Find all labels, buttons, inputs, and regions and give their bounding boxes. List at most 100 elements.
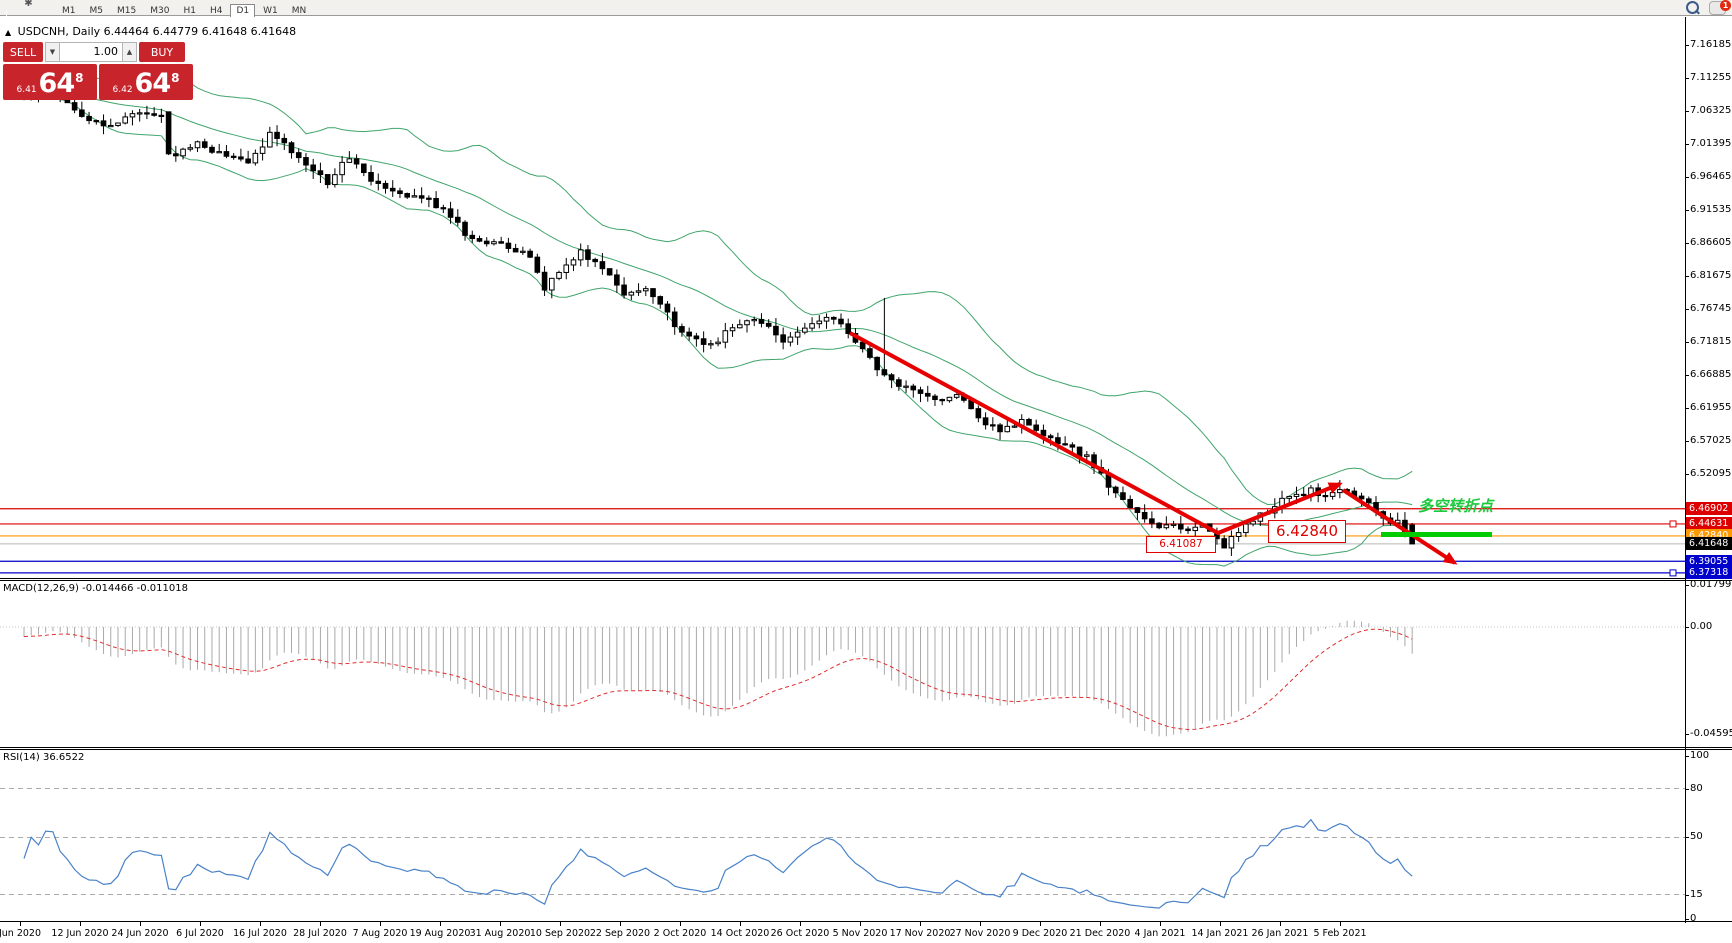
price-annotation-low[interactable]: 6.41087 <box>1146 536 1216 553</box>
symbol-period-label: USDCNH, Daily <box>17 25 101 38</box>
timeframe-m5[interactable]: M5 <box>89 6 104 16</box>
pane-separator[interactable] <box>0 578 1732 581</box>
collapse-triangle-icon[interactable]: ▲ <box>5 28 12 37</box>
timeframe-m1[interactable]: M1 <box>62 6 76 16</box>
volume-increase-button[interactable]: ▲ <box>122 42 137 62</box>
candle-body <box>990 424 996 427</box>
candle-body <box>274 131 280 139</box>
candle-body <box>614 274 620 286</box>
time-axis-label: 26 Oct 2020 <box>770 928 830 939</box>
candle-body <box>455 216 461 223</box>
time-axis-label: 7 Aug 2020 <box>352 928 408 939</box>
price-axis-tick <box>1685 474 1689 475</box>
buy-price-box[interactable]: 6.42 64 8 <box>99 64 193 100</box>
candle-body <box>71 102 78 111</box>
chinese-note-text[interactable]: 多空转折点 <box>1418 497 1494 515</box>
search-icon[interactable] <box>1686 1 1699 14</box>
bollinger-upper-band[interactable] <box>23 75 1413 506</box>
timeframe-m15[interactable]: M15 <box>117 6 137 16</box>
candle-body <box>165 111 172 155</box>
volume-input[interactable]: 1.00 <box>60 42 122 62</box>
candle-body <box>787 336 794 343</box>
buy-button[interactable]: BUY <box>139 42 185 62</box>
candle-body <box>512 247 519 253</box>
candle-body <box>693 335 700 340</box>
price-chart-pane[interactable] <box>0 17 1685 578</box>
candle-body <box>744 320 750 326</box>
bollinger-lower-band[interactable] <box>23 98 1413 567</box>
trade-panel-price-row: 6.41 64 8 6.42 64 8 <box>3 64 195 100</box>
volume-decrease-button[interactable]: ▼ <box>45 42 60 62</box>
timeframe-h4[interactable]: H4 <box>209 6 223 16</box>
bollinger-middle-band[interactable] <box>23 92 1413 526</box>
candle-body <box>180 148 186 157</box>
green-highlight-line[interactable] <box>1381 532 1492 537</box>
candle-body <box>1250 520 1256 525</box>
candle-body <box>1062 443 1068 446</box>
level-price-label: 6.39055 <box>1686 555 1732 568</box>
timeframe-w1[interactable]: W1 <box>263 6 278 16</box>
candle-body <box>1192 526 1199 532</box>
time-axis-tick <box>440 922 441 926</box>
chart-shift-icon[interactable]: ✱ <box>24 0 33 9</box>
rsi-pane[interactable] <box>0 750 1685 921</box>
candle-body <box>1156 522 1162 529</box>
candle-body <box>650 288 656 298</box>
sell-button[interactable]: SELL <box>3 42 43 62</box>
timeframe-d1[interactable]: D1 <box>230 4 256 18</box>
candle-body <box>238 156 244 160</box>
line-handle[interactable] <box>1669 520 1677 528</box>
candle-body <box>780 334 786 343</box>
candle-body <box>1170 523 1177 526</box>
trend-arrow[interactable] <box>849 331 1343 536</box>
timeframe-h1[interactable]: H1 <box>183 6 196 16</box>
candle-body <box>1055 437 1061 445</box>
candle-body <box>1004 425 1011 433</box>
pane-separator[interactable] <box>0 747 1732 750</box>
time-axis-tick <box>800 922 801 926</box>
candle-body <box>903 385 909 388</box>
candle-body <box>628 291 635 296</box>
time-axis-tick <box>620 922 621 926</box>
timeframe-m30[interactable]: M30 <box>150 6 170 16</box>
candle-body <box>1293 493 1300 497</box>
candle-body <box>1149 518 1155 524</box>
level-price-label: 6.37318 <box>1686 566 1732 579</box>
trend-arrow[interactable] <box>1341 488 1458 565</box>
current-price-label: 6.41648 <box>1686 537 1732 550</box>
candle-body <box>194 141 201 149</box>
rsi-axis-tick <box>1685 789 1689 790</box>
time-axis-tick <box>1280 922 1281 926</box>
time-axis-tick <box>980 922 981 926</box>
candle-body <box>491 241 497 245</box>
candle-body <box>245 158 251 164</box>
candle-body <box>939 399 946 402</box>
pane-main-canvas <box>0 75 1685 577</box>
price-axis-label: 6.86605 <box>1690 237 1732 248</box>
notification-bubble-icon[interactable]: 1 <box>1709 0 1731 15</box>
price-axis-label: 6.81675 <box>1690 270 1732 281</box>
candle-body <box>881 369 888 376</box>
price-axis-tick <box>1685 243 1689 244</box>
timeframe-mn[interactable]: MN <box>291 6 307 16</box>
candle-body <box>802 327 808 333</box>
candle-body <box>1120 492 1126 500</box>
time-axis-tick <box>380 922 381 926</box>
sell-price-box[interactable]: 6.41 64 8 <box>3 64 97 100</box>
price-annotation-swing[interactable]: 6.42840 <box>1268 520 1346 543</box>
macd-pane[interactable] <box>0 581 1685 747</box>
candle-body <box>1337 489 1343 494</box>
candle-body <box>404 193 410 198</box>
candle-body <box>505 242 512 249</box>
line-handle[interactable] <box>1669 569 1677 577</box>
candle-body <box>1178 523 1184 530</box>
price-axis-label: 6.71815 <box>1690 336 1732 347</box>
price-axis-label: 7.16185 <box>1690 39 1732 50</box>
rsi-axis-tick <box>1685 756 1689 757</box>
rsi-title: RSI(14) 36.6522 <box>3 752 85 763</box>
candle-body <box>1300 493 1307 497</box>
price-axis-tick <box>1685 408 1689 409</box>
candle-body <box>1365 498 1372 504</box>
candle-body <box>339 161 345 176</box>
